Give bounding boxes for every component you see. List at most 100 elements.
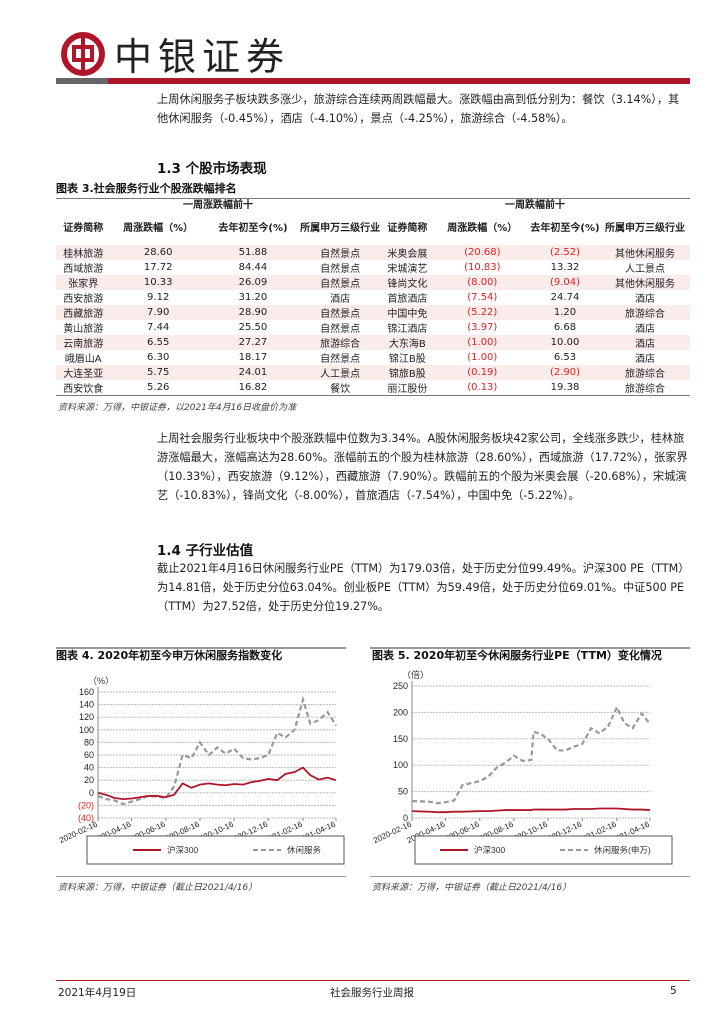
table-cell: 7.90: [110, 304, 206, 320]
table-cell: (2.90): [530, 364, 600, 380]
table-cell: 17.72: [143, 261, 173, 273]
y-unit-label: （倍）: [402, 669, 429, 680]
brand-name: 中银证券: [114, 35, 291, 79]
stock-ranking-table: 一周涨跌幅前十 一周跌幅前十 证券简称 周涨跌幅（%） 去年初至今(%) 所属申万三级行…: [56, 198, 690, 396]
chart5-caption: 图表 5. 2020年初至今休闲服务行业PE（TTM）变化情况: [372, 649, 662, 662]
col-header: 所属申万三级行业: [300, 223, 381, 235]
table-cell: (5.22): [434, 304, 530, 320]
table-cell: 1.20: [530, 304, 600, 320]
table-cell: 张家界: [56, 274, 111, 290]
legend-label: 休闲服务(申万): [594, 845, 651, 855]
table-row: 黄山旅游 7.44 25.50 自然景点 锦江酒店 (3.97) 6.68 酒店: [56, 320, 690, 335]
paragraph-stocks: 上周社会服务行业板块中个股涨跌幅中位数为3.34%。A股休闲服务板块42家公司，…: [157, 432, 688, 502]
table-cell: 锦旅B股: [380, 364, 435, 380]
table-cell: (9.04): [530, 274, 600, 290]
boc-logo-icon: [61, 31, 105, 76]
series-line-leisure: [97, 695, 337, 806]
table-cell: 9.12: [147, 291, 170, 303]
y-tick-label: 0: [403, 813, 408, 823]
table-cell: (0.19): [434, 364, 530, 380]
series-line-hs300: [411, 807, 651, 814]
chart-divider: [56, 647, 346, 649]
table-cell: (1.00): [434, 334, 530, 350]
table-cell: 27.27: [205, 334, 301, 350]
chart-leisure-pe: （倍）2502001501005002020-02-162020-04-1620…: [372, 669, 673, 865]
col-header: 周涨跌幅（%）: [447, 223, 518, 235]
legend-box: [86, 835, 345, 865]
y-tick-label: 40: [84, 763, 94, 773]
series-line-leisure: [411, 704, 651, 805]
table-cell: 5.26: [147, 381, 170, 393]
table-cell: 酒店: [635, 353, 655, 365]
table-caption: 图表 3.社会服务行业个股涨跌幅排名: [56, 182, 237, 195]
table-row: 峨眉山A 6.30 18.17 自然景点 锦江B股 (1.00) 6.53 酒店: [56, 350, 690, 365]
table-cell: (0.13): [467, 381, 498, 393]
table-cell: 其他休闲服务: [600, 274, 690, 290]
intro-paragraph: 上周休闲服务子板块跌多涨少，旅游综合连续两周跌幅最大。涨跌幅由高到低分别为：餐饮…: [157, 93, 680, 125]
table-row: 西域旅游 17.72 84.44 自然景点 宋城演艺 (10.83) 13.32 人工景点: [56, 260, 690, 275]
table-cell: 餐饮: [330, 383, 351, 395]
chart5-source: 资料来源：万得，中银证券（截止日2021/4/16）: [372, 883, 572, 893]
y-tick-label: 20: [84, 775, 94, 785]
table-cell: 锋尚文化: [380, 274, 435, 290]
table-row: 大连圣亚 5.75 24.01 人工景点 锦旅B股 (0.19) (2.90) 旅游综合: [56, 364, 690, 380]
left-title: 一周涨跌幅前十: [183, 200, 254, 212]
chart-leisure-index: （%）160140120100806040200(20)(40)2020-02-…: [58, 676, 345, 865]
y-tick-label: 250: [393, 681, 408, 691]
footer-divider: [56, 980, 690, 981]
table-cell: 西域旅游: [63, 263, 104, 275]
table-cell: 84.44: [238, 261, 268, 273]
y-tick-label: 0: [89, 788, 94, 798]
table-cell: 自然景点: [320, 263, 361, 275]
y-tick-label: 200: [393, 707, 408, 717]
table-cell: 旅游综合: [625, 383, 665, 395]
chart4-caption: 图表 4. 2020年初至今申万休闲服务指数变化: [56, 649, 283, 662]
table-cell: 云南旅游: [56, 334, 111, 350]
header-bar-accent: [108, 78, 690, 84]
table-cell: 自然景点: [320, 353, 361, 365]
footer-date: 2021年4月19日: [58, 987, 137, 999]
y-tick-label: (40): [78, 813, 94, 823]
table-cell: 13.32: [550, 261, 580, 273]
table-cell: (20.68): [434, 244, 530, 260]
table-cell: 16.82: [238, 381, 268, 393]
table-cell: 人工景点: [625, 263, 665, 275]
chart-divider: [56, 876, 346, 877]
table-cell: (2.52): [530, 244, 600, 260]
legend-label: 沪深300: [474, 845, 505, 855]
table-cell: 31.20: [238, 291, 268, 303]
table-row: 西安饮食 5.26 16.82 餐饮 丽江股份 (0.13) 19.38 旅游综合: [56, 380, 690, 396]
table-cell: 旅游综合: [600, 364, 690, 380]
table-cell: 6.53: [553, 351, 577, 363]
table-cell: (1.00): [467, 351, 498, 363]
table-cell: 6.68: [553, 321, 577, 333]
table-cell: 丽江股份: [387, 383, 428, 395]
table-cell: 24.74: [550, 291, 580, 303]
page-number: 5: [670, 985, 677, 997]
col-header: 证券简称: [387, 223, 428, 235]
table-row: 西藏旅游 7.90 28.90 自然景点 中国中免 (5.22) 1.20 旅游综合: [56, 304, 690, 320]
table-cell: 旅游综合: [600, 304, 690, 320]
table-cell: 自然景点: [300, 274, 381, 290]
table-cell: (8.00): [434, 274, 530, 290]
table-cell: 酒店: [600, 334, 690, 350]
table-cell: 自然景点: [300, 304, 381, 320]
col-header: 去年初至今(%): [218, 223, 288, 235]
col-header: 周涨跌幅（%）: [123, 223, 194, 235]
table-cell: 大连圣亚: [56, 364, 111, 380]
paragraph-valuation: 截止2021年4月16日休闲服务行业PE（TTM）为179.03倍，处于历史分位…: [157, 562, 690, 613]
y-tick-label: 140: [79, 700, 94, 710]
y-tick-label: 100: [393, 760, 408, 770]
table-cell: 桂林旅游: [56, 244, 111, 260]
table-row: 桂林旅游 28.60 51.88 自然景点 米奥会展 (20.68) (2.52) 其他休闲服…: [56, 244, 690, 260]
table-cell: 其他休闲服务: [600, 244, 690, 260]
chart4-source: 资料来源：万得，中银证券（截止日2021/4/16）: [58, 883, 258, 893]
table-cell: 大东海B: [380, 334, 435, 350]
col-header: 证券简称: [63, 223, 104, 235]
y-tick-label: 50: [398, 787, 408, 797]
y-tick-label: 150: [393, 734, 408, 744]
header-bar: [56, 78, 108, 84]
chart-divider: [370, 647, 690, 649]
table-cell: 酒店: [635, 323, 655, 335]
series-line-hs300: [97, 766, 337, 801]
